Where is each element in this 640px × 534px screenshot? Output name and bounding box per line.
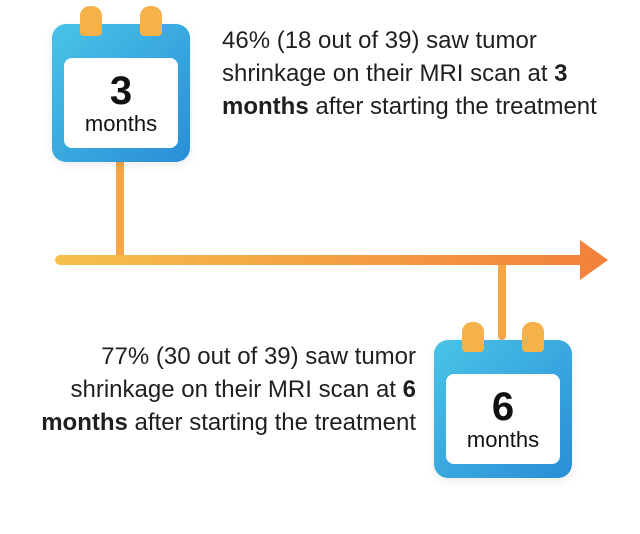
- timeline-arrowhead: [580, 240, 608, 280]
- calendar-binding-icon: [80, 6, 102, 36]
- calendar-binding-icon: [462, 322, 484, 352]
- desc-text: after starting the treatment: [309, 93, 597, 120]
- calendar-body: 3 months: [64, 58, 178, 148]
- calendar-3-months: 3 months: [52, 24, 190, 162]
- calendar-unit: months: [467, 429, 539, 451]
- desc-text: 77% (30 out of 39) saw tumor shrinkage o…: [70, 343, 416, 403]
- connector-top: [116, 155, 124, 260]
- calendar-binding-icon: [522, 322, 544, 352]
- calendar-binding-icon: [140, 6, 162, 36]
- desc-text: 46% (18 out of 39) saw tumor shrinkage o…: [222, 27, 554, 87]
- calendar-number: 6: [492, 387, 514, 427]
- connector-bottom: [498, 260, 506, 340]
- desc-text: after starting the treatment: [128, 409, 416, 436]
- milestone-3-description: 46% (18 out of 39) saw tumor shrinkage o…: [222, 24, 622, 123]
- calendar-body: 6 months: [446, 374, 560, 464]
- calendar-number: 3: [110, 71, 132, 111]
- milestone-6-description: 77% (30 out of 39) saw tumor shrinkage o…: [36, 340, 416, 439]
- calendar-6-months: 6 months: [434, 340, 572, 478]
- calendar-unit: months: [85, 113, 157, 135]
- timeline-line: [55, 255, 585, 265]
- timeline-infographic: 3 months 46% (18 out of 39) saw tumor sh…: [0, 0, 640, 534]
